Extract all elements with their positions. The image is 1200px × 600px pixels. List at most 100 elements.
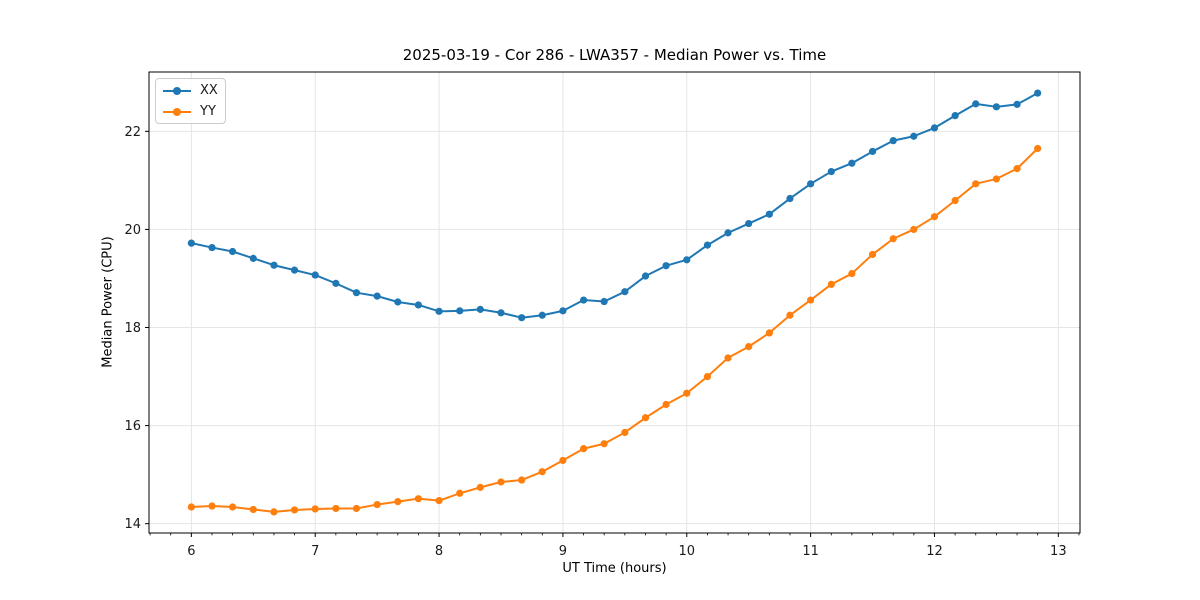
legend-label: YY — [200, 104, 216, 119]
x-tick-label: 6 — [187, 544, 195, 559]
series-YY-marker — [352, 504, 361, 513]
series-YY-marker — [868, 250, 877, 259]
series-YY-marker — [848, 269, 856, 278]
series-YY-marker — [724, 354, 732, 362]
series-XX-marker — [972, 100, 980, 108]
series-XX-marker — [930, 124, 939, 132]
series-YY-marker — [476, 483, 484, 491]
series-YY-marker — [414, 495, 422, 503]
series-XX-marker — [538, 311, 546, 319]
x-tick-label: 11 — [802, 544, 819, 559]
series-YY-marker — [972, 180, 980, 188]
series-XX-marker — [1034, 89, 1042, 97]
x-tick-label: 7 — [311, 544, 319, 559]
series-YY-marker — [827, 280, 835, 288]
series-YY-marker — [1034, 144, 1042, 153]
x-tick-label: 12 — [926, 544, 943, 559]
series-XX-marker — [807, 180, 815, 188]
series-YY-marker — [683, 389, 691, 397]
series-XX-marker — [394, 298, 402, 306]
series-XX-marker — [187, 239, 195, 247]
y-tick-label: 18 — [124, 321, 141, 336]
chart-title: 2025-03-19 - Cor 286 - LWA357 - Median P… — [402, 46, 827, 64]
series-XX-marker — [703, 241, 712, 249]
series-YY-marker — [435, 497, 443, 505]
series-YY-marker — [579, 445, 588, 453]
x-tick-label: 8 — [435, 544, 443, 559]
legend-line-marker-icon — [163, 103, 191, 121]
series-YY-marker — [951, 196, 959, 205]
series-XX-marker — [229, 247, 237, 256]
series-XX-marker — [641, 272, 650, 280]
series-YY-marker — [889, 235, 897, 243]
legend: XX YY — [155, 78, 226, 124]
series-YY-marker — [311, 505, 319, 513]
series-YY-marker — [394, 498, 402, 506]
series-YY-marker — [373, 500, 381, 509]
series-XX-marker — [745, 219, 753, 228]
series-YY-marker — [249, 505, 257, 514]
series-XX-marker — [724, 229, 732, 237]
series-YY-marker — [332, 504, 340, 513]
series-YY-marker — [745, 343, 753, 351]
series-YY-marker — [559, 456, 567, 465]
series-XX-marker — [352, 289, 361, 297]
series-XX-marker — [1013, 100, 1021, 108]
series-YY-marker — [992, 175, 1000, 183]
x-tick-label: 10 — [678, 544, 695, 559]
series-YY-marker — [497, 478, 505, 486]
x-axis-label: UT Time (hours) — [562, 561, 667, 576]
y-tick-label: 14 — [124, 517, 141, 532]
y-tick-label: 22 — [124, 125, 141, 140]
series-YY-marker — [270, 508, 278, 516]
series-YY-marker — [208, 502, 216, 510]
series-XX-marker — [951, 112, 959, 120]
y-tick-label: 20 — [124, 223, 141, 238]
series-YY-line — [190, 147, 1039, 513]
series-XX-line — [190, 92, 1039, 319]
series-XX-marker — [600, 297, 608, 306]
series-XX-marker — [765, 210, 773, 218]
series-XX-marker — [683, 256, 691, 264]
series-XX-marker — [435, 307, 443, 315]
series-YY-marker — [641, 414, 650, 422]
series-XX-marker — [290, 266, 299, 274]
series-YY-marker — [703, 372, 712, 381]
series-XX-marker — [559, 307, 567, 315]
series-XX-marker — [476, 305, 484, 313]
series-XX-marker — [414, 301, 422, 309]
series-YY-marker — [1013, 165, 1021, 173]
series-XX-marker — [208, 243, 216, 252]
series-YY-marker — [786, 311, 794, 319]
legend-line-marker-icon — [163, 82, 191, 100]
series-YY-marker — [290, 506, 299, 514]
series-XX-marker — [270, 261, 278, 269]
series-XX-marker — [889, 137, 897, 145]
series-XX-marker — [311, 271, 319, 279]
series-YY-marker — [518, 476, 526, 484]
series-YY-marker — [662, 400, 670, 409]
series-XX-marker — [373, 292, 381, 300]
legend-label: XX — [200, 83, 218, 98]
series-XX-marker — [848, 159, 856, 167]
series-XX-marker — [332, 279, 340, 287]
series-YY-marker — [456, 489, 464, 497]
series-YY-marker — [538, 468, 546, 476]
series-XX-marker — [621, 288, 629, 296]
series-XX-marker — [992, 103, 1000, 111]
series-YY-marker — [807, 296, 815, 304]
series-YY-marker — [930, 213, 939, 221]
legend-item-XX: XX — [163, 82, 218, 100]
series-YY-marker — [910, 225, 918, 234]
series-XX-marker — [518, 314, 526, 322]
series-XX-marker — [456, 307, 464, 315]
series-YY-marker — [765, 329, 773, 337]
y-tick-label: 16 — [124, 419, 141, 434]
x-tick-label: 9 — [559, 544, 567, 559]
series-YY-marker — [621, 428, 629, 437]
series-YY-marker — [229, 503, 237, 511]
series-XX-marker — [497, 309, 505, 317]
series-XX-marker — [249, 254, 257, 262]
